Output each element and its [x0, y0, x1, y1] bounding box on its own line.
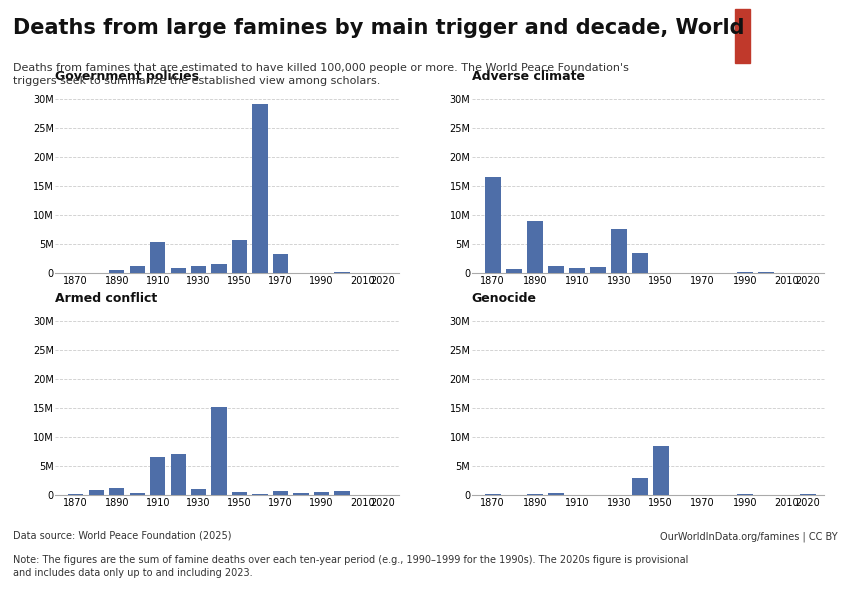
Bar — [653, 446, 669, 495]
Bar — [334, 491, 350, 495]
Text: Our World
in Data: Our World in Data — [768, 25, 824, 47]
Bar — [735, 9, 750, 63]
Bar — [150, 457, 166, 495]
Text: Government policies: Government policies — [55, 70, 199, 83]
Bar — [293, 493, 309, 495]
Bar — [527, 221, 542, 273]
Bar — [191, 488, 207, 495]
Bar — [484, 177, 501, 273]
Bar — [129, 493, 144, 495]
Bar — [334, 272, 350, 273]
Text: Genocide: Genocide — [472, 292, 536, 305]
Bar — [548, 493, 564, 495]
Bar — [109, 488, 124, 495]
Text: OurWorldInData.org/famines | CC BY: OurWorldInData.org/famines | CC BY — [660, 531, 837, 541]
Bar — [252, 494, 268, 495]
Bar — [232, 240, 247, 273]
Bar — [88, 490, 104, 495]
Bar — [129, 266, 144, 273]
Bar — [506, 269, 522, 273]
Bar — [590, 266, 605, 273]
Bar — [212, 407, 227, 495]
Text: Data source: World Peace Foundation (2025): Data source: World Peace Foundation (202… — [13, 531, 231, 541]
Bar — [569, 268, 585, 273]
Text: Deaths from large famines by main trigger and decade, World: Deaths from large famines by main trigge… — [13, 18, 745, 38]
Bar — [273, 254, 288, 273]
Bar — [314, 492, 329, 495]
Bar — [632, 478, 648, 495]
Bar — [611, 229, 626, 273]
Text: Armed conflict: Armed conflict — [55, 292, 157, 305]
Bar — [171, 454, 186, 495]
Text: Note: The figures are the sum of famine deaths over each ten-year period (e.g., : Note: The figures are the sum of famine … — [13, 555, 688, 578]
Bar — [737, 272, 752, 273]
Bar — [758, 272, 774, 273]
Bar — [171, 268, 186, 273]
Bar — [273, 491, 288, 495]
Bar — [548, 266, 564, 273]
Bar — [191, 266, 207, 273]
Bar — [212, 264, 227, 273]
Bar — [527, 494, 542, 495]
Bar — [150, 242, 166, 273]
Text: Adverse climate: Adverse climate — [472, 70, 585, 83]
Bar — [737, 494, 752, 495]
Bar — [109, 270, 124, 273]
Bar — [252, 104, 268, 273]
Bar — [632, 253, 648, 273]
Text: Deaths from famines that are estimated to have killed 100,000 people or more. Th: Deaths from famines that are estimated t… — [13, 63, 629, 86]
Bar — [232, 492, 247, 495]
